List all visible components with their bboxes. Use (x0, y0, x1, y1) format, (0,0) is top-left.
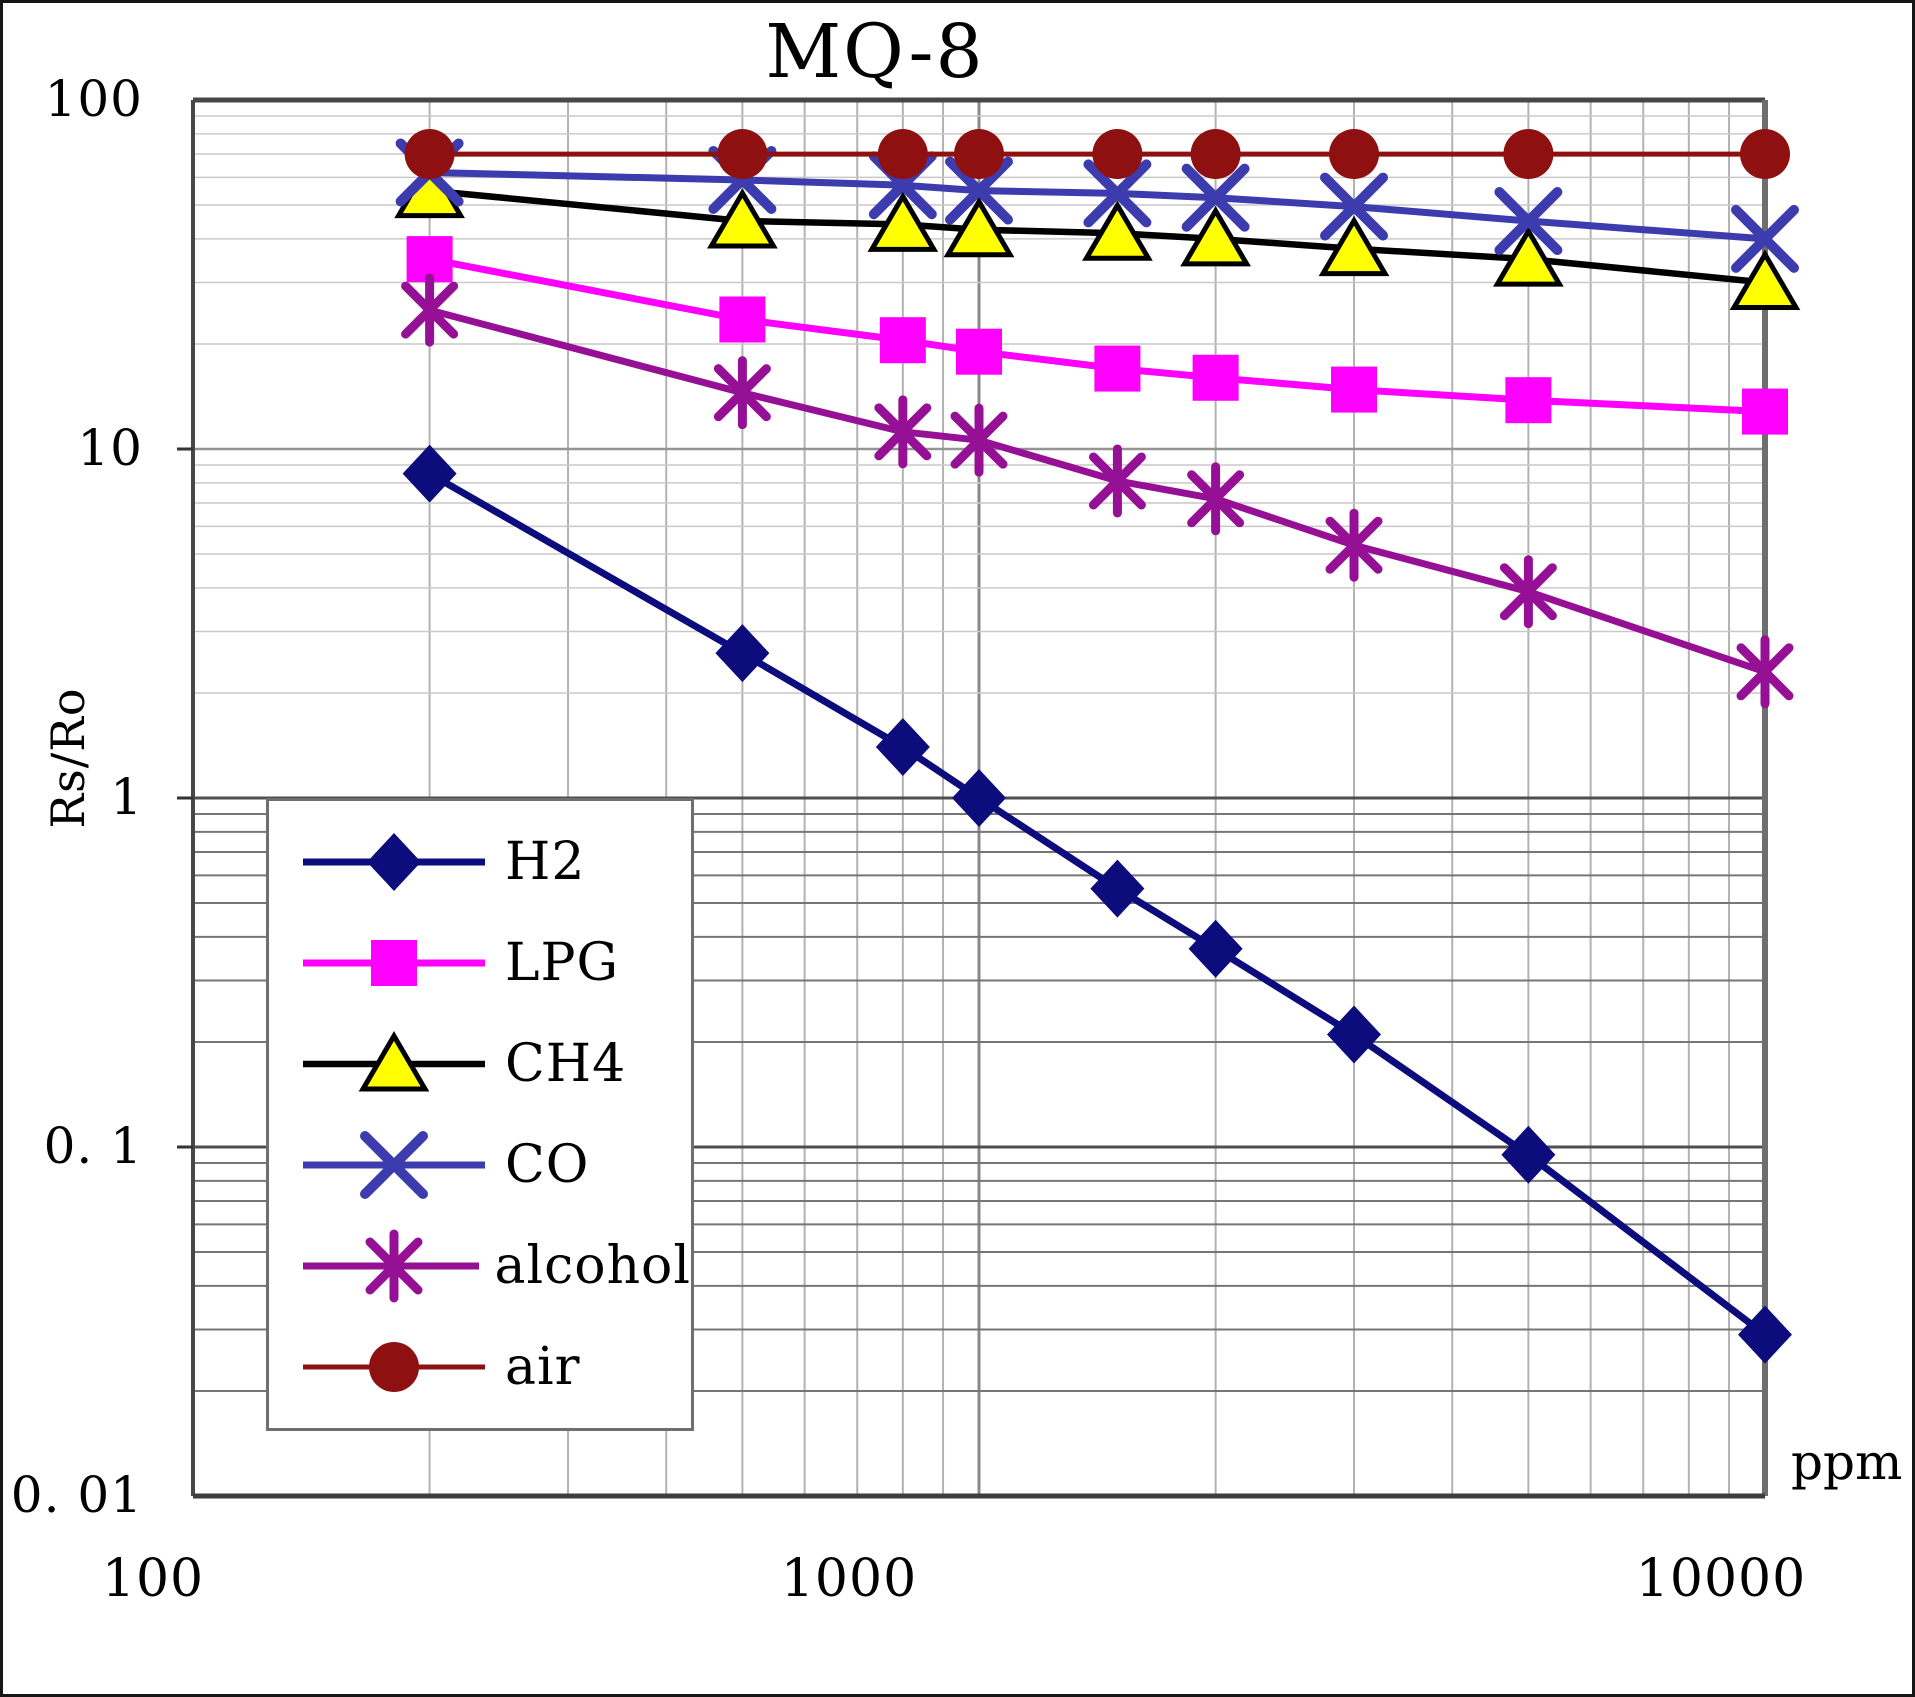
y-axis-title: Rs/Ro (41, 687, 95, 829)
legend-marker-triangle-icon (303, 1030, 485, 1092)
legend-marker-x-icon (303, 1131, 485, 1200)
x-axis-tick-label: 100 (101, 1549, 205, 1609)
legend-box: H2 LPG CH4 CO alcohol air (266, 798, 694, 1431)
y-axis-tick-label: 10 (77, 418, 143, 477)
legend-item-air: air (299, 1330, 691, 1404)
chart-title: MQ-8 (765, 9, 985, 95)
y-axis-tick-label: 100 (44, 69, 143, 128)
y-axis-tick-label: 1 (110, 767, 143, 826)
legend-item-alcohol: alcohol (299, 1229, 691, 1303)
y-axis-tick-label: 0. 1 (43, 1116, 143, 1175)
legend-item-label: H2 (505, 831, 586, 892)
legend-marker-circle-icon (303, 1342, 485, 1393)
x-axis-tick-label: 10000 (1635, 1549, 1807, 1609)
legend-item-lpg: LPG (299, 926, 691, 1000)
legend-item-label: CO (505, 1135, 590, 1196)
legend-item-co: CO (299, 1128, 691, 1202)
x-axis-tick-label: 1000 (780, 1549, 918, 1609)
legend-item-label: alcohol (494, 1236, 691, 1297)
y-axis-tick-label: 0. 01 (10, 1465, 143, 1524)
legend-item-label: LPG (505, 932, 620, 993)
legend-item-h2: H2 (299, 825, 691, 899)
legend-item-ch4: CH4 (299, 1027, 691, 1101)
x-axis-unit-label: ppm (1791, 1433, 1903, 1491)
legend-item-label: CH4 (505, 1033, 627, 1094)
legend-marker-diamond-icon (303, 832, 485, 891)
legend-item-label: air (505, 1337, 581, 1398)
plot-area (177, 97, 1801, 1499)
legend-marker-square-icon (303, 939, 485, 986)
legend-marker-asterisk-icon (303, 1229, 479, 1303)
